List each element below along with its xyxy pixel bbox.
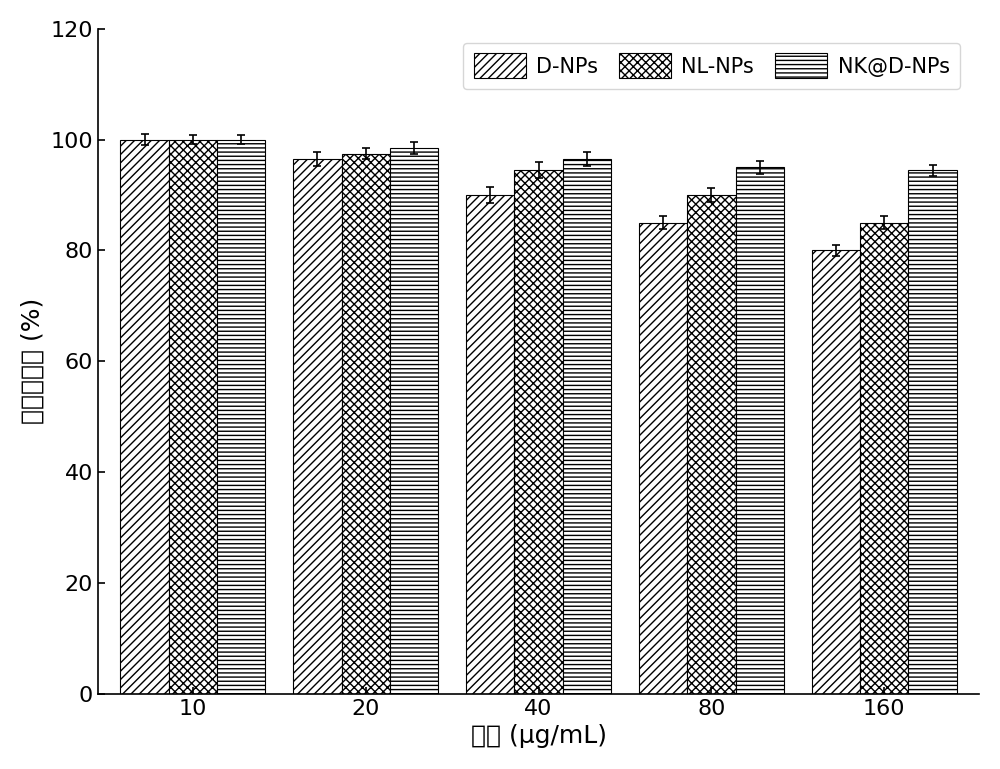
Bar [812,251,860,694]
Bar [514,170,563,694]
Bar [908,170,957,694]
Bar [563,159,611,694]
Bar [293,159,342,694]
Bar [860,223,908,694]
Bar [390,148,438,694]
Bar [217,140,265,694]
Bar [639,223,687,694]
Bar [169,140,217,694]
Bar [466,195,514,694]
Legend: D-NPs, NL-NPs, NK@D-NPs: D-NPs, NL-NPs, NK@D-NPs [463,42,960,89]
Bar [736,168,784,694]
Bar [342,154,390,694]
Bar [120,140,169,694]
Y-axis label: 细胞存活率 (%): 细胞存活率 (%) [21,298,45,424]
Bar [687,195,736,694]
X-axis label: 浓度 (μg/mL): 浓度 (μg/mL) [471,724,607,748]
